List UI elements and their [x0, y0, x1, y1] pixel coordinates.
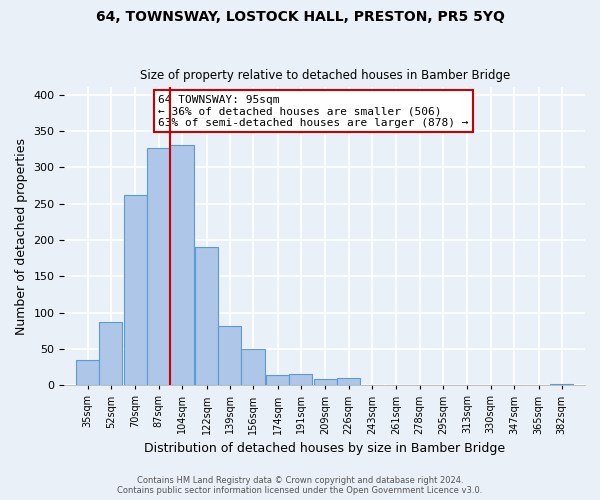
Bar	[289, 374, 313, 386]
Text: Contains HM Land Registry data © Crown copyright and database right 2024.
Contai: Contains HM Land Registry data © Crown c…	[118, 476, 482, 495]
Bar	[266, 375, 289, 386]
Bar	[360, 384, 383, 386]
Text: 64 TOWNSWAY: 95sqm
← 36% of detached houses are smaller (506)
63% of semi-detach: 64 TOWNSWAY: 95sqm ← 36% of detached hou…	[158, 95, 469, 128]
Bar	[337, 378, 360, 386]
Bar	[314, 380, 337, 386]
Bar	[241, 349, 265, 386]
Bar	[170, 146, 194, 386]
Bar	[147, 148, 170, 386]
Bar	[195, 247, 218, 386]
Title: Size of property relative to detached houses in Bamber Bridge: Size of property relative to detached ho…	[140, 69, 510, 82]
Bar	[99, 322, 122, 386]
Bar	[124, 195, 147, 386]
X-axis label: Distribution of detached houses by size in Bamber Bridge: Distribution of detached houses by size …	[144, 442, 505, 455]
Bar	[218, 326, 241, 386]
Bar	[76, 360, 99, 386]
Y-axis label: Number of detached properties: Number of detached properties	[15, 138, 28, 335]
Bar	[550, 384, 574, 386]
Text: 64, TOWNSWAY, LOSTOCK HALL, PRESTON, PR5 5YQ: 64, TOWNSWAY, LOSTOCK HALL, PRESTON, PR5…	[95, 10, 505, 24]
